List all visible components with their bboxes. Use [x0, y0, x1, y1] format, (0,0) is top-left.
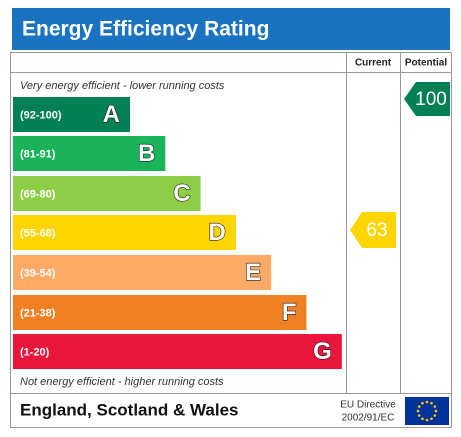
band-range: (81-91) — [20, 148, 56, 160]
directive: 2002/91/EC — [342, 413, 395, 424]
eu-star — [433, 414, 437, 417]
title-bar — [12, 8, 450, 50]
band-letter: E — [245, 259, 261, 286]
band-letter: B — [138, 140, 155, 167]
region: England, Scotland & Wales — [20, 400, 239, 419]
band-letter: D — [209, 219, 226, 246]
band-letter: F — [282, 299, 297, 326]
band-range: (1-20) — [20, 346, 50, 358]
band-bar — [13, 136, 166, 171]
band-bar — [13, 255, 272, 290]
eu-star — [433, 405, 437, 408]
band-range: (39-54) — [20, 267, 56, 279]
band-range: (55-68) — [20, 227, 56, 239]
eu-star — [417, 414, 421, 417]
band-letter: C — [173, 180, 190, 207]
eu-star — [421, 401, 424, 405]
band-letter: G — [313, 338, 332, 365]
eu-star — [430, 401, 433, 405]
band-range: (69-80) — [20, 188, 56, 200]
eu-star — [425, 418, 429, 422]
eu-star — [430, 417, 433, 421]
band-bar — [13, 295, 307, 330]
eu-star — [425, 400, 429, 404]
eu-star — [417, 405, 421, 408]
potential-value: 100 — [415, 89, 447, 110]
current-value: 63 — [366, 220, 387, 241]
current-arrow — [350, 212, 396, 248]
eu-star — [416, 409, 420, 413]
column-header: Current — [355, 58, 392, 69]
bands: (92-100) A (81-91) B (69-80) C (55-68) D (39-54)… — [13, 97, 342, 369]
eu-star — [434, 409, 438, 413]
band-range: (92-100) — [20, 109, 62, 121]
band-bar — [13, 334, 342, 369]
band-bar — [13, 97, 130, 132]
directive: EU Directive — [340, 400, 396, 411]
band-bar — [13, 215, 236, 250]
top-note: Very energy efficient - lower running co… — [20, 80, 225, 92]
column-header: Potential — [405, 58, 447, 69]
title: Energy Efficiency Rating — [22, 18, 269, 41]
frame — [10, 52, 452, 428]
band-letter: A — [103, 101, 120, 128]
bottom-note: Not energy efficient - higher running co… — [20, 376, 224, 388]
band-bar — [13, 176, 201, 211]
eu-stars — [416, 400, 438, 422]
band-range: (21-38) — [20, 307, 56, 319]
eu-star — [421, 417, 424, 421]
potential-arrow — [404, 82, 450, 116]
